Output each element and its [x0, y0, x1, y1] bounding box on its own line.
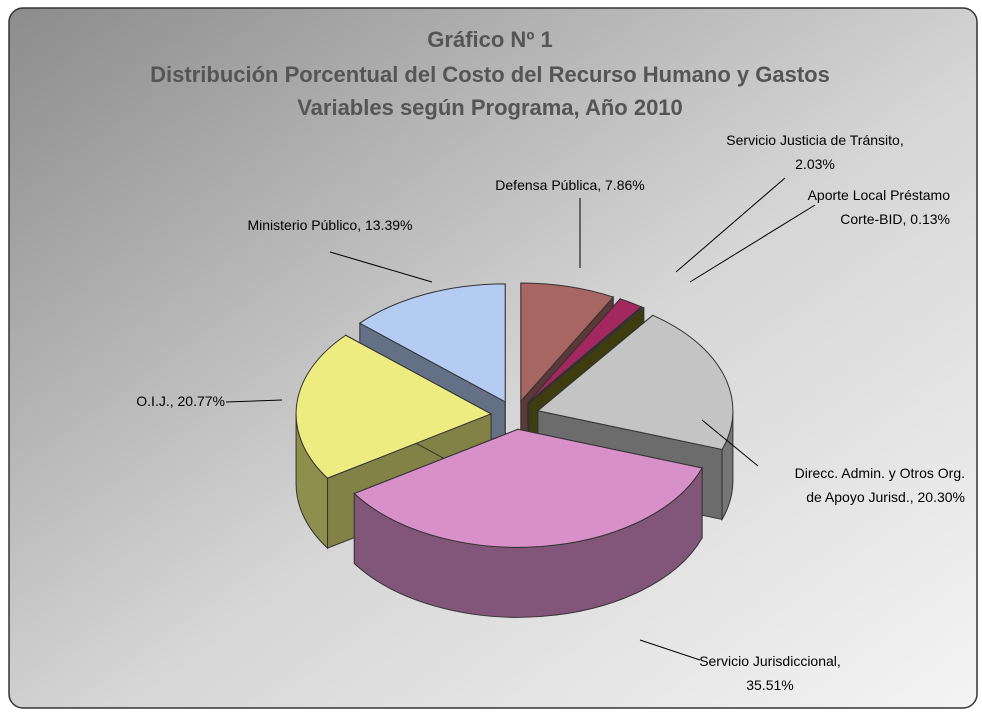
slice-top — [353, 428, 703, 548]
slice-top — [358, 283, 506, 403]
chart-title: Gráfico Nº 1 — [427, 27, 552, 52]
data-label: O.I.J., 20.77% — [136, 393, 225, 409]
leader-line — [689, 204, 816, 283]
slice-top — [536, 314, 734, 450]
slice-top — [527, 298, 643, 404]
data-label: de Apoyo Jurisd., 20.30% — [806, 489, 965, 505]
data-label: Servicio Jurisdiccional, — [699, 653, 841, 669]
slice — [353, 428, 703, 618]
leader-line — [675, 177, 786, 273]
data-label: 35.51% — [746, 677, 793, 693]
chart-title: Variables según Programa, Año 2010 — [297, 95, 683, 120]
chart-title: Distribución Porcentual del Costo del Re… — [150, 62, 830, 87]
data-label: Ministerio Público, 13.39% — [248, 217, 413, 233]
data-label: Servicio Justicia de Tránsito, — [726, 132, 903, 148]
data-label: 2.03% — [795, 156, 835, 172]
leader-line — [225, 399, 283, 403]
slice-top — [528, 306, 645, 404]
data-label: Corte-BID, 0.13% — [840, 211, 950, 227]
leader-line — [329, 251, 433, 283]
data-label: Defensa Pública, 7.86% — [495, 177, 644, 193]
data-label: Direcc. Admin. y Otros Org. — [795, 465, 965, 481]
data-label: Aporte Local Préstamo — [808, 187, 951, 203]
leader-line — [701, 419, 759, 467]
slice-top — [295, 334, 493, 479]
leader-line — [639, 639, 701, 661]
slice-top — [520, 282, 615, 403]
